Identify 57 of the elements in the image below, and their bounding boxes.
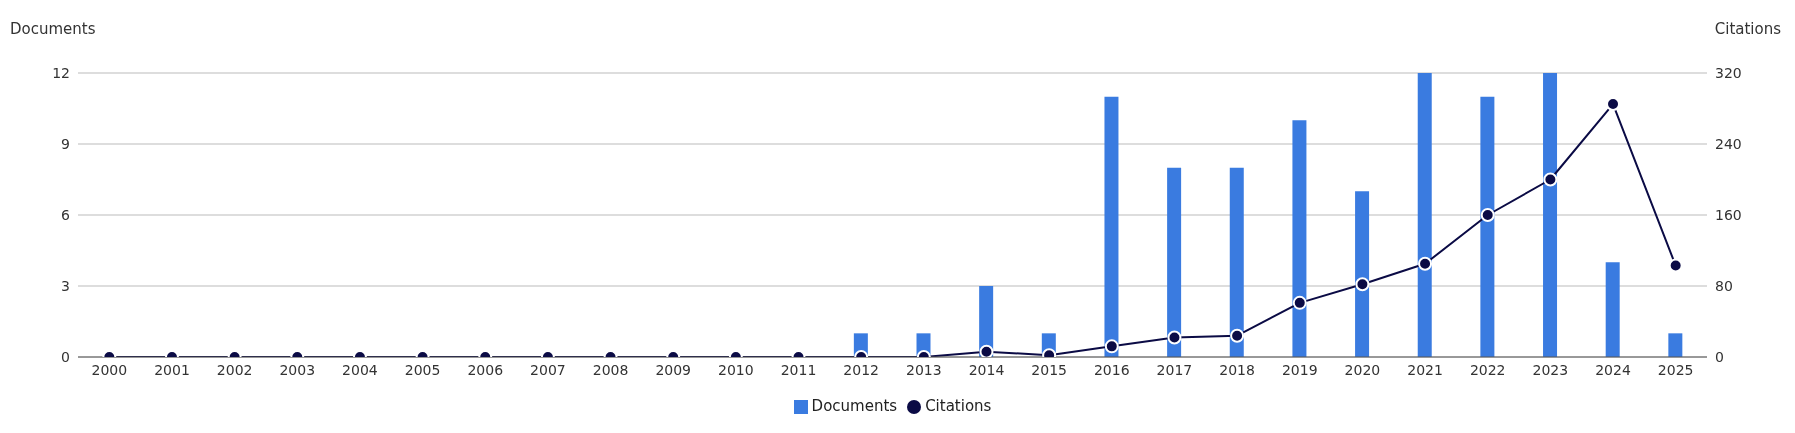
x-tick-label: 2016	[1093, 361, 1130, 378]
x-tick-label: 2014	[968, 361, 1005, 378]
bar	[1417, 73, 1432, 357]
x-tick-label: 2005	[404, 361, 441, 378]
y-tick-label: 6	[61, 206, 71, 223]
x-tick-label: 2019	[1281, 361, 1318, 378]
x-tick-label: 2015	[1031, 361, 1067, 378]
y2-tick-label: 160	[1715, 206, 1742, 223]
y2-tick-label: 0	[1715, 348, 1724, 365]
x-tick-label: 2018	[1219, 361, 1255, 378]
y-axis-title: Documents	[10, 20, 96, 38]
y2-tick-label: 320	[1715, 64, 1742, 81]
x-tick-label: 2022	[1469, 361, 1506, 378]
x-tick-label: 2002	[216, 361, 253, 378]
x-tick-label: 2013	[906, 361, 942, 378]
bar	[1167, 167, 1182, 357]
point	[1418, 256, 1433, 271]
bar	[1104, 96, 1119, 357]
point	[1480, 208, 1495, 222]
point	[1292, 295, 1307, 310]
point	[979, 344, 994, 357]
bar	[1668, 333, 1683, 357]
point	[1543, 172, 1558, 187]
y-tick-label: 9	[61, 135, 70, 152]
x-tick-label: 2000	[91, 361, 128, 378]
bar	[1543, 73, 1558, 357]
legend-label: Citations	[925, 397, 992, 415]
y2-tick-label: 80	[1715, 277, 1733, 294]
y-tick-label: 12	[52, 64, 70, 81]
y-tick-label: 3	[61, 277, 70, 294]
legend-label: Documents	[811, 397, 898, 415]
x-tick-label: 2001	[154, 361, 190, 378]
bar	[1355, 191, 1370, 357]
x-tick-label: 2023	[1532, 361, 1569, 378]
bar	[1292, 120, 1307, 357]
bar	[1229, 167, 1244, 357]
x-tick-label: 2011	[780, 361, 817, 378]
x-tick-label: 2025	[1657, 361, 1694, 378]
point	[1355, 277, 1370, 292]
x-tick-label: 2017	[1156, 361, 1193, 378]
point	[1668, 258, 1683, 273]
x-tick-label: 2006	[467, 361, 504, 378]
x-tick-label: 2010	[718, 361, 754, 378]
x-tick-label: 2008	[592, 361, 629, 378]
x-tick-label: 2024	[1595, 361, 1631, 378]
x-tick-label: 2004	[342, 361, 378, 378]
x-tick-label: 2020	[1344, 361, 1381, 378]
x-tick-label: 2009	[655, 361, 692, 378]
bar	[1605, 262, 1620, 357]
x-tick-label: 2021	[1407, 361, 1443, 378]
x-tick-label: 2007	[530, 361, 566, 378]
y2-tick-label: 240	[1715, 135, 1742, 152]
x-tick-label: 2012	[843, 361, 879, 378]
x-tick-label: 2003	[279, 361, 316, 378]
y-tick-label: 0	[61, 348, 70, 365]
bar	[1480, 96, 1495, 357]
y2-axis-title: Citations	[1714, 20, 1781, 38]
